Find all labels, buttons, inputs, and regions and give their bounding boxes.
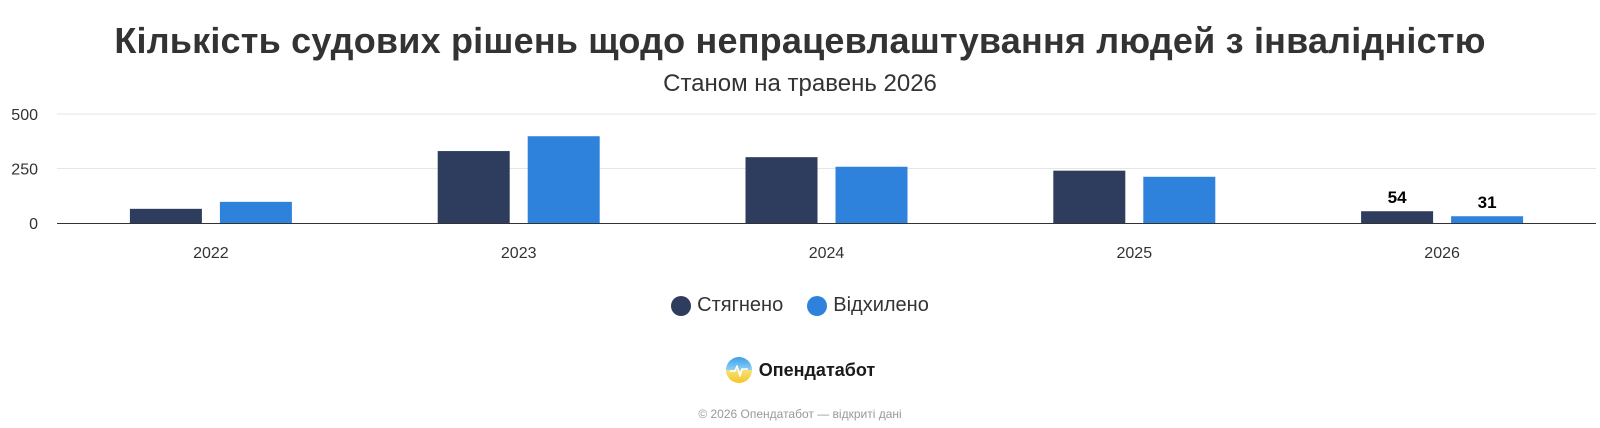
bar-2024-series-1[interactable] bbox=[745, 157, 818, 223]
legend-label: Стягнено bbox=[697, 294, 784, 316]
bar-2026-series-2[interactable] bbox=[1451, 216, 1524, 223]
legend-label: Відхилено bbox=[833, 294, 929, 316]
chart-subtitle: Станом на травень 2026 bbox=[663, 70, 937, 97]
bars-layer bbox=[129, 136, 1524, 223]
brand-name: Опендатабот bbox=[758, 359, 876, 380]
chart-title: Кількість судових рішень щодо непрацевла… bbox=[114, 20, 1486, 61]
opendatabot-logo-icon bbox=[725, 357, 752, 383]
bar-chart: 0 250 500 2022 2023 2024 2025 54 31 2026 bbox=[11, 107, 1596, 262]
bar-2022-series-2[interactable] bbox=[219, 201, 292, 223]
data-label: 54 bbox=[1388, 188, 1407, 207]
legend-item-series-2[interactable]: Відхилено bbox=[807, 294, 929, 317]
y-tick-label: 250 bbox=[11, 162, 38, 179]
legend-marker-icon bbox=[807, 295, 828, 316]
data-label: 31 bbox=[1478, 193, 1497, 212]
x-tick-label: 2022 bbox=[193, 245, 229, 262]
y-tick-label: 500 bbox=[11, 107, 38, 124]
x-tick-label: 2026 bbox=[1424, 245, 1460, 262]
x-tick-label: 2024 bbox=[809, 245, 845, 262]
x-tick-label: 2025 bbox=[1117, 245, 1153, 262]
bar-2023-series-2[interactable] bbox=[527, 136, 600, 223]
legend: Стягнено Відхилено bbox=[0, 294, 1600, 317]
y-tick-label: 0 bbox=[29, 216, 38, 233]
legend-marker-icon bbox=[671, 295, 692, 316]
bar-2025-series-2[interactable] bbox=[1143, 176, 1216, 223]
grid-layer bbox=[57, 113, 1596, 224]
footer-copyright: © 2026 Опендатабот — відкриті дані bbox=[698, 407, 902, 421]
bar-2022-series-1[interactable] bbox=[129, 208, 202, 223]
legend-item-series-1[interactable]: Стягнено bbox=[671, 294, 783, 317]
bar-2024-series-2[interactable] bbox=[835, 166, 908, 223]
bar-2023-series-1[interactable] bbox=[437, 151, 510, 223]
brand: Опендатабот bbox=[0, 356, 1600, 384]
bar-2025-series-1[interactable] bbox=[1053, 170, 1126, 223]
x-tick-label: 2023 bbox=[501, 245, 537, 262]
bar-2026-series-1[interactable] bbox=[1361, 211, 1434, 223]
labels-layer: 0 250 500 2022 2023 2024 2025 54 31 2026 bbox=[11, 107, 1496, 262]
